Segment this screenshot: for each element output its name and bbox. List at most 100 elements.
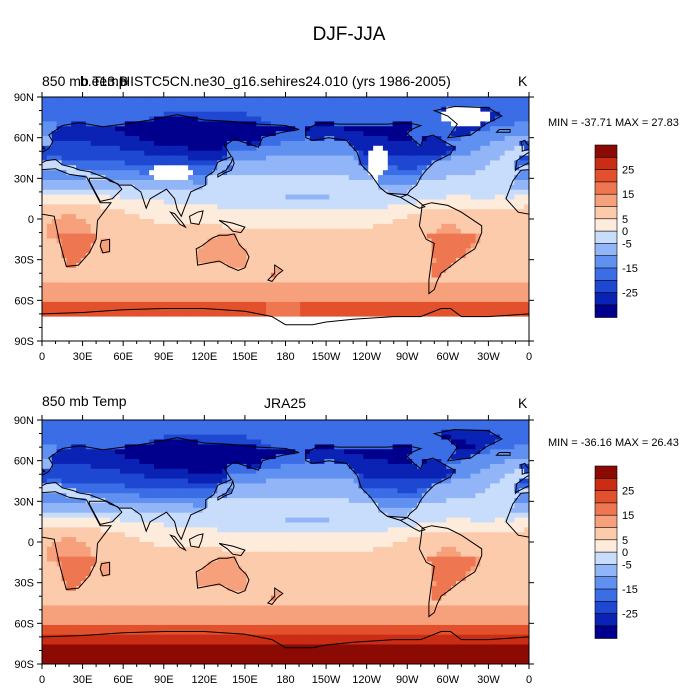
field-cell [275,121,282,127]
field-cell [509,243,515,249]
field-cell [363,97,369,103]
field-cell [173,140,179,147]
field-cell [412,326,418,332]
field-cell [251,150,257,157]
field-cell [285,262,291,269]
field-cell [392,326,399,332]
field-cell [105,111,111,118]
field-cell [436,111,442,118]
field-cell [95,301,102,308]
field-cell [290,297,296,303]
field-cell [494,170,501,176]
field-cell [56,336,63,341]
field-cell [183,116,189,122]
field-cell [261,175,267,181]
field-cell [110,248,116,254]
field-cell [217,175,223,181]
field-cell [314,316,321,323]
field-cell [134,267,140,274]
field-cell [475,175,481,181]
field-cell [499,204,506,210]
field-cell [231,111,238,118]
field-cell [339,209,345,215]
field-cell [485,140,491,147]
field-cell [465,233,472,240]
field-cell [246,272,253,279]
field-cell [441,126,447,132]
field-cell [421,219,428,225]
field-cell [256,165,262,171]
field-cell [348,165,355,171]
field-cell [373,150,379,157]
field-cell [431,321,438,327]
field-cell [66,311,72,318]
field-cell [475,267,481,274]
field-cell [124,248,131,254]
field-cell [431,253,438,259]
field-cell [129,97,136,103]
field-cell [129,121,136,127]
field-cell [407,175,413,181]
field-cell [51,204,58,210]
field-cell [134,292,140,298]
field-cell [246,97,253,103]
field-cell [56,306,63,313]
field-cell [475,331,481,337]
field-cell [504,253,511,259]
field-cell [431,106,438,113]
field-cell [446,258,452,264]
field-cell [46,106,53,113]
field-cell [95,160,102,166]
field-cell [319,199,326,205]
field-cell [188,126,194,132]
field-cell [339,165,345,171]
field-cell [348,228,355,235]
field-cell [197,145,204,152]
field-cell [387,243,394,249]
field-cell [304,272,311,279]
field-cell [373,326,379,332]
field-cell [475,233,481,240]
field-cell [451,272,457,279]
field-cell [368,223,374,230]
field-cell [66,199,72,205]
field-cell [66,97,72,103]
field-cell [149,282,155,288]
field-cell [275,292,282,298]
field-cell [105,297,111,303]
field-cell [236,97,243,103]
field-cell [42,97,48,103]
field-cell [168,189,175,196]
field-cell [470,106,477,113]
field-cell [275,267,282,274]
field-cell [51,223,58,230]
field-cell [368,267,374,274]
field-cell [42,287,48,293]
field-cell [387,326,394,332]
field-cell [499,228,506,235]
field-cell [490,301,496,308]
field-cell [236,136,243,142]
field-cell [475,131,481,137]
field-cell [42,155,48,162]
field-cell [222,272,228,279]
field-cell [207,165,214,171]
field-cell [251,194,257,201]
field-cell [46,233,53,240]
field-cell [261,165,267,171]
field-cell [261,272,267,279]
field-cell [110,204,116,210]
field-cell [480,238,486,244]
field-cell [188,101,194,108]
field-cell [212,277,218,284]
field-cell [51,126,58,132]
field-cell [480,326,486,332]
field-cell [490,209,496,215]
field-cell [61,238,67,244]
field-cell [85,287,92,293]
field-cell [314,140,321,147]
field-cell [407,331,413,337]
field-cell [426,297,433,303]
field-cell [178,297,184,303]
field-cell [231,326,238,332]
